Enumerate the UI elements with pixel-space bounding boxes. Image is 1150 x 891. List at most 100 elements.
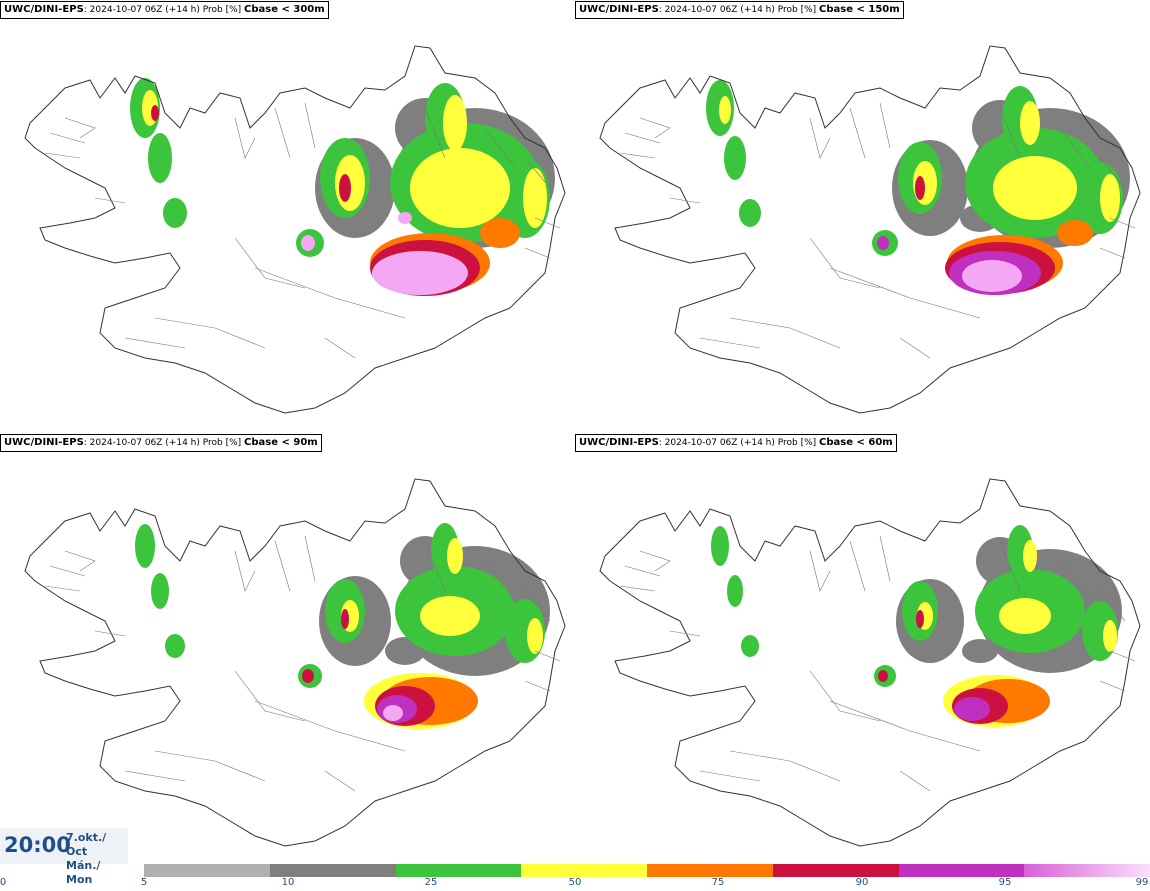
- legend-swatch: [269, 864, 396, 877]
- border-line: [809, 117, 831, 159]
- legend-swatch: [395, 864, 522, 877]
- legend-swatch: [772, 864, 899, 877]
- border-line: [304, 535, 316, 582]
- legend-tick-label: 95: [998, 877, 1012, 888]
- probability-area: [954, 697, 990, 721]
- iceland-map: [24, 45, 566, 414]
- probability-area: [916, 610, 924, 628]
- border-line: [274, 107, 291, 159]
- coastline: [24, 45, 566, 414]
- border-line: [524, 680, 551, 692]
- border-line: [879, 535, 891, 582]
- border-line: [1099, 247, 1126, 259]
- border-line: [999, 107, 1021, 159]
- probability-area: [1100, 174, 1120, 222]
- legend-swatch: [144, 864, 270, 877]
- border-line: [829, 700, 981, 752]
- border-line: [324, 337, 356, 359]
- border-line: [534, 217, 561, 229]
- probability-area: [711, 526, 729, 566]
- border-line: [1099, 590, 1126, 622]
- map-panel-60m: UWC/DINI-EPS: 2024-10-07 06Z (+14 h) Pro…: [575, 433, 1150, 868]
- map-panel-300m: UWC/DINI-EPS: 2024-10-07 06Z (+14 h) Pro…: [0, 0, 575, 435]
- border-line: [524, 157, 551, 189]
- legend-tick-label: 25: [424, 877, 438, 888]
- border-line: [64, 117, 96, 139]
- border-line: [154, 317, 266, 349]
- probability-area: [719, 96, 731, 124]
- probability-area: [993, 156, 1077, 220]
- probability-area: [372, 251, 468, 295]
- border-line: [1099, 157, 1126, 189]
- border-line: [669, 630, 701, 637]
- coastline: [24, 478, 566, 847]
- legend-tick-label: 5: [140, 877, 148, 888]
- border-line: [324, 770, 356, 792]
- valid-time: 20:00: [4, 833, 71, 857]
- border-line: [624, 132, 661, 144]
- border-line: [624, 565, 661, 577]
- probability-area: [443, 95, 467, 151]
- date-line-2: Mán./ Mon: [66, 859, 101, 886]
- probability-area: [1023, 540, 1037, 572]
- probability-area: [420, 596, 480, 636]
- border-line: [424, 107, 446, 159]
- panel-title: UWC/DINI-EPS: 2024-10-07 06Z (+14 h) Pro…: [0, 434, 322, 452]
- border-line: [809, 550, 831, 592]
- probability-area: [383, 705, 403, 721]
- iceland-map: [599, 45, 1141, 414]
- legend-ticks: 0 5 10 25 50 75 90 95 99: [0, 877, 1150, 891]
- probability-area: [135, 524, 155, 568]
- border-line: [484, 560, 516, 602]
- border-line: [729, 317, 841, 349]
- border-line: [1109, 217, 1136, 229]
- border-line: [254, 700, 406, 752]
- coastline: [599, 45, 1141, 414]
- panel-title: UWC/DINI-EPS: 2024-10-07 06Z (+14 h) Pro…: [0, 1, 329, 19]
- border-line: [49, 132, 86, 144]
- probability-area: [301, 235, 315, 251]
- border-line: [274, 540, 291, 592]
- probability-area: [915, 176, 925, 200]
- border-line: [809, 237, 881, 289]
- border-line: [849, 540, 866, 592]
- legend-tick-label: 50: [568, 877, 582, 888]
- probability-area: [739, 199, 761, 227]
- legend-colorbar: [144, 864, 1150, 877]
- probability-area: [398, 212, 412, 224]
- border-line: [899, 770, 931, 792]
- border-line: [899, 337, 931, 359]
- probability-area: [741, 635, 759, 657]
- border-line: [484, 127, 516, 169]
- iceland-map: [24, 478, 566, 847]
- probability-area: [148, 133, 172, 183]
- border-line: [234, 237, 306, 289]
- probability-area: [480, 218, 520, 248]
- border-line: [809, 670, 881, 722]
- legend-swatch: [1024, 864, 1150, 877]
- border-line: [999, 540, 1021, 592]
- probability-area: [727, 575, 743, 607]
- border-line: [424, 540, 446, 592]
- panel-title: UWC/DINI-EPS: 2024-10-07 06Z (+14 h) Pro…: [575, 434, 897, 452]
- probability-area: [151, 105, 159, 121]
- border-line: [619, 585, 656, 592]
- probability-area: [877, 236, 889, 250]
- valid-date: 7.okt./ Oct Mán./ Mon: [66, 831, 128, 887]
- border-line: [524, 247, 551, 259]
- legend-swatch: [647, 864, 773, 877]
- border-line: [44, 152, 81, 159]
- probability-area: [163, 198, 187, 228]
- border-line: [699, 770, 761, 782]
- border-line: [639, 117, 671, 139]
- probability-area: [527, 618, 543, 654]
- map-panel-90m: UWC/DINI-EPS: 2024-10-07 06Z (+14 h) Pro…: [0, 433, 575, 868]
- probability-area: [339, 174, 351, 202]
- border-line: [639, 550, 671, 572]
- probability-area: [165, 634, 185, 658]
- legend-swatch: [521, 864, 647, 877]
- probability-area: [999, 598, 1051, 634]
- border-line: [234, 550, 256, 592]
- probability-area: [962, 260, 1022, 292]
- panel-title: UWC/DINI-EPS: 2024-10-07 06Z (+14 h) Pro…: [575, 1, 904, 19]
